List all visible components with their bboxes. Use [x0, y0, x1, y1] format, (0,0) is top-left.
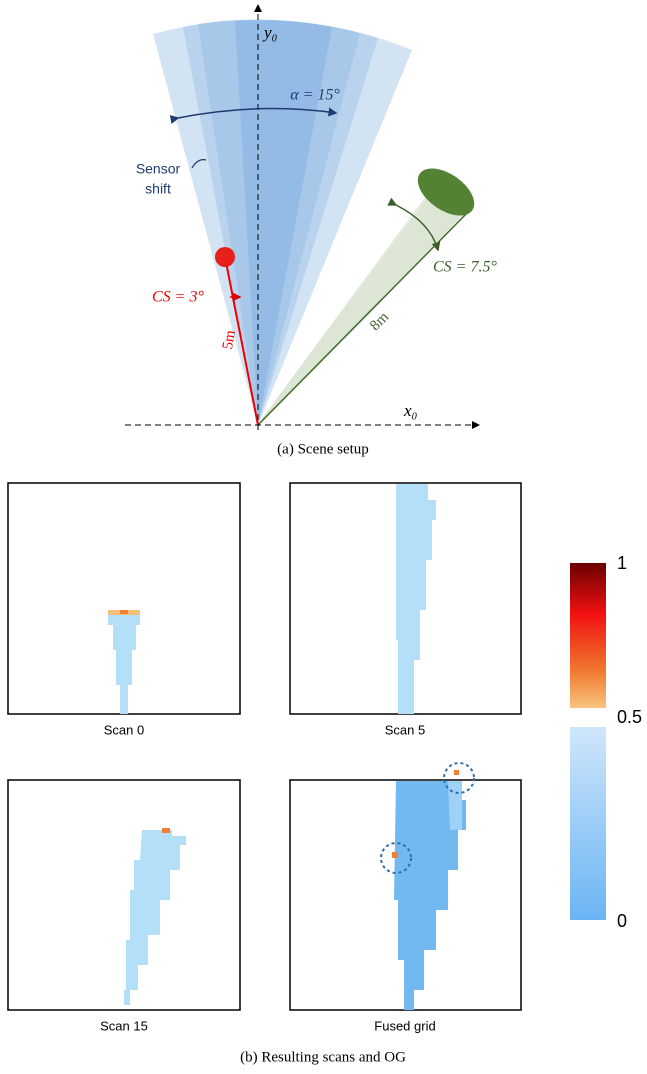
scan-label: Scan 15 [100, 1018, 148, 1033]
scan-label: Scan 0 [104, 722, 144, 737]
scan-label: Scan 5 [385, 722, 425, 737]
y-axis-label: y₀ [262, 23, 278, 42]
colorbar-tick: 1 [617, 553, 627, 573]
x-axis-label: x₀ [403, 401, 418, 420]
colorbar-tick: 0.5 [617, 707, 642, 727]
figure: y₀ x₀ α = 15° Sensor shift CS = 3° 5m CS… [0, 0, 647, 1074]
green-cs-label: CS = 7.5° [433, 259, 497, 276]
green-range-label: 8m [367, 309, 392, 334]
sensor-shift-label: shift [145, 181, 171, 197]
scene: y₀ x₀ α = 15° Sensor shift CS = 3° 5m CS… [125, 6, 497, 457]
caption: (a) Scene setup [277, 441, 369, 457]
red-cs-label: CS = 3° [152, 289, 204, 306]
alpha-label: α = 15° [290, 87, 340, 104]
scan-label: Fused grid [374, 1018, 435, 1033]
scans: Scan 0 Scan 5 Scan 15 Fused grid 1 0.5 0… [8, 483, 642, 1065]
caption: (b) Resulting scans and OG [240, 1049, 406, 1065]
colorbar-low [570, 727, 606, 920]
colorbar-high [570, 563, 606, 708]
sensor-shift-label: Sensor [136, 161, 181, 177]
colorbar-tick: 0 [617, 911, 627, 931]
red-range-label: 5m [220, 329, 239, 351]
